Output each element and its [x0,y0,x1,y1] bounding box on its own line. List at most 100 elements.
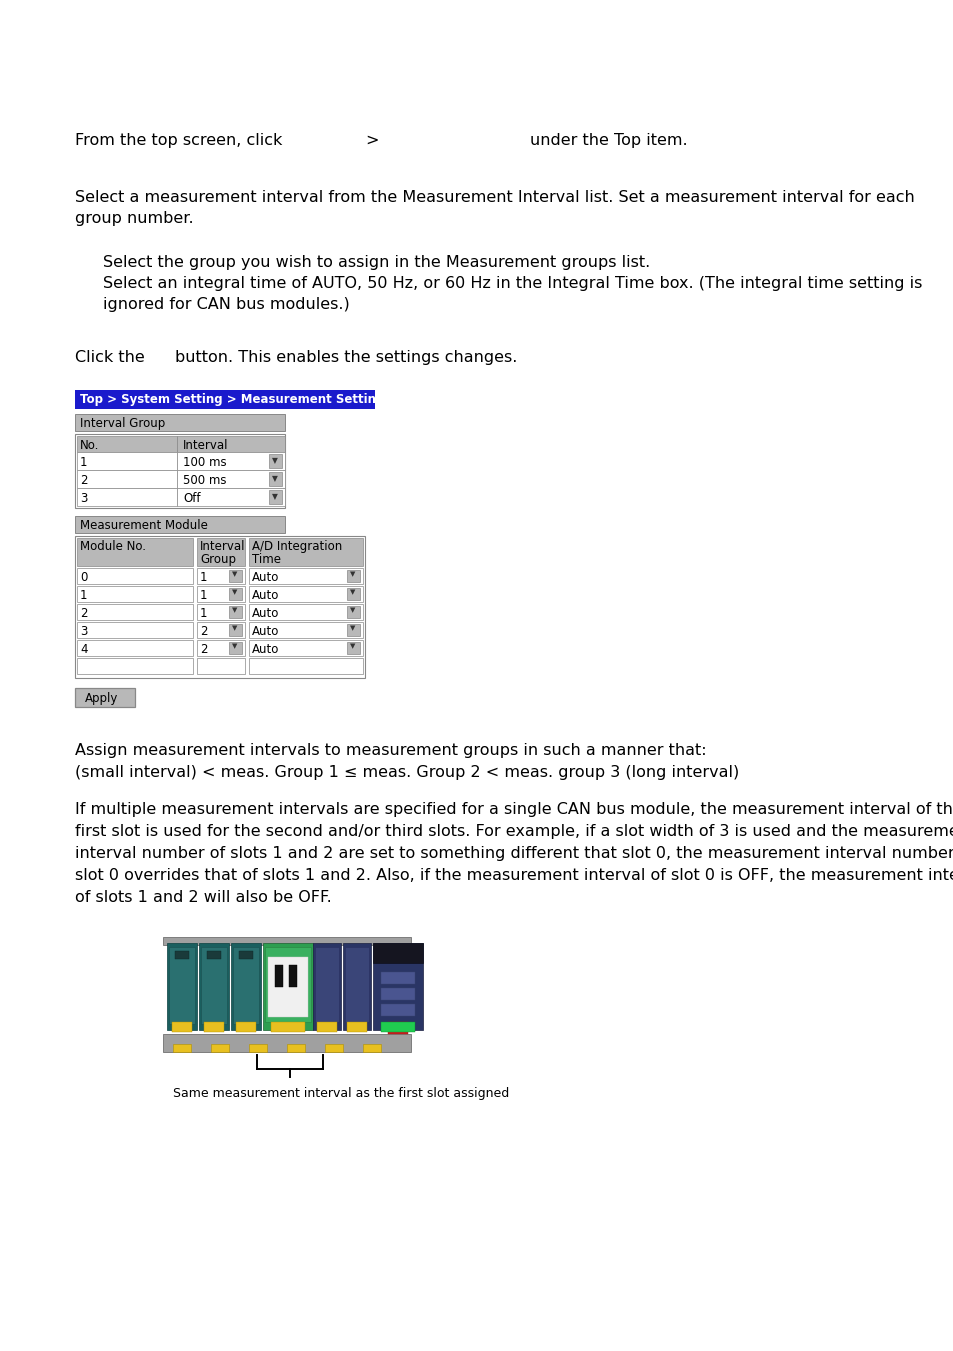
Text: 1: 1 [200,589,208,603]
Text: 0: 0 [80,571,88,584]
Bar [196,640,245,657]
Bar [347,588,359,600]
Bar [229,624,242,636]
Bar [196,538,245,566]
Text: ▼: ▼ [272,474,277,484]
Bar [196,604,245,620]
Bar [75,688,135,707]
Text: ▼: ▼ [272,492,277,501]
Text: Same measurement interval as the first slot assigned: Same measurement interval as the first s… [172,1088,509,1100]
Bar [249,604,363,620]
Text: A/D Integration: A/D Integration [252,540,342,553]
Bar [77,470,177,488]
Text: group number.: group number. [75,211,193,226]
Bar [373,943,422,963]
Bar [77,604,193,620]
Text: Auto: Auto [252,626,279,638]
Bar [373,943,422,1029]
Bar [75,516,285,534]
Text: Interval: Interval [183,439,229,453]
Text: Measurement Module: Measurement Module [80,519,208,532]
Bar [172,1044,191,1052]
Bar [265,947,311,1021]
Bar [269,454,282,467]
Text: 2: 2 [200,643,208,657]
Bar [271,1021,305,1032]
Bar [249,640,363,657]
Bar [380,971,415,984]
Bar [196,567,245,584]
Bar [268,957,308,1017]
Bar [229,570,242,582]
Text: 1: 1 [200,607,208,620]
Bar [347,570,359,582]
Bar [167,943,196,1029]
Bar [229,607,242,617]
Text: Off: Off [183,492,200,505]
Text: ▼: ▼ [350,589,355,594]
Text: ▼: ▼ [232,571,237,577]
Text: ▼: ▼ [350,607,355,613]
Bar [229,588,242,600]
Bar [196,586,245,603]
Text: Auto: Auto [252,589,279,603]
Text: ignored for CAN bus modules.): ignored for CAN bus modules.) [103,297,350,312]
Text: Assign measurement intervals to measurement groups in such a manner that:: Assign measurement intervals to measurem… [75,743,706,758]
Bar [343,943,371,1029]
Bar [204,1021,224,1032]
Bar [233,947,258,1024]
Bar [75,390,375,409]
Bar [345,947,369,1021]
Bar [249,538,363,566]
Bar [196,658,245,674]
Bar [325,1044,343,1052]
Text: From the top screen, click: From the top screen, click [75,132,282,149]
Text: 3: 3 [80,626,88,638]
Text: interval number of slots 1 and 2 are set to something different that slot 0, the: interval number of slots 1 and 2 are set… [75,846,953,861]
Bar [235,1021,255,1032]
Text: Module No.: Module No. [80,540,146,553]
Bar [177,470,285,488]
Text: 100 ms: 100 ms [183,457,227,469]
Bar [229,642,242,654]
Bar [75,536,365,678]
Bar [287,1044,305,1052]
Bar [347,624,359,636]
Bar [163,1034,411,1052]
Text: button. This enables the settings changes.: button. This enables the settings change… [174,350,517,365]
Bar [177,488,285,507]
Bar [77,453,177,470]
Text: 1: 1 [200,571,208,584]
Text: Auto: Auto [252,571,279,584]
Bar [77,488,177,507]
Text: Auto: Auto [252,607,279,620]
Bar [207,951,221,959]
Text: ▼: ▼ [272,457,277,465]
Text: If multiple measurement intervals are specified for a single CAN bus module, the: If multiple measurement intervals are sp… [75,802,953,817]
Bar [75,434,285,508]
Text: 2: 2 [80,607,88,620]
Text: (small interval) < meas. Group 1 ≤ meas. Group 2 < meas. group 3 (long interval): (small interval) < meas. Group 1 ≤ meas.… [75,765,739,780]
Text: Select the group you wish to assign in the Measurement groups list.: Select the group you wish to assign in t… [103,255,650,270]
Text: ▼: ▼ [232,643,237,648]
Text: Apply: Apply [85,692,118,705]
Text: ▼: ▼ [350,643,355,648]
Text: 1: 1 [80,457,88,469]
Text: ▼: ▼ [232,607,237,613]
Bar [231,943,261,1029]
Text: 2: 2 [200,626,208,638]
Bar [211,1044,229,1052]
Text: No.: No. [80,439,99,453]
Text: slot 0 overrides that of slots 1 and 2. Also, if the measurement interval of slo: slot 0 overrides that of slots 1 and 2. … [75,867,953,884]
Bar [316,1021,336,1032]
Text: ▼: ▼ [232,589,237,594]
Bar [380,1021,415,1032]
Text: Time: Time [252,553,281,566]
Bar [169,947,194,1024]
Bar [239,951,253,959]
Text: >: > [365,132,378,149]
Bar [177,453,285,470]
Bar [201,947,227,1024]
Bar [274,965,283,988]
Bar [77,567,193,584]
